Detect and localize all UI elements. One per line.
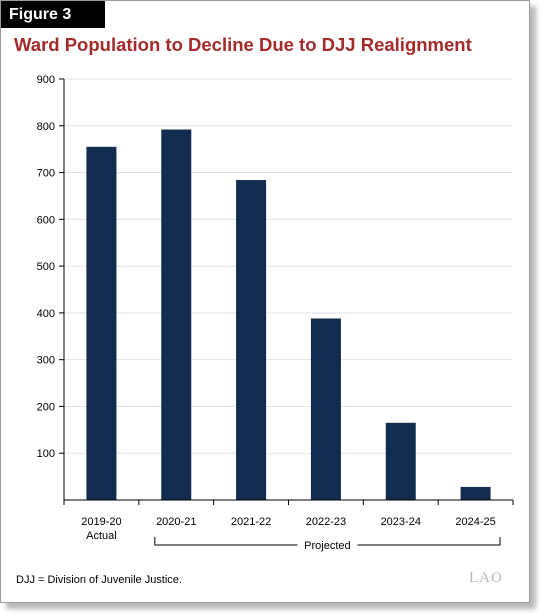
x-tick-label: 2020-21: [156, 516, 196, 528]
bar-2022-23: [310, 318, 341, 500]
bar-2023-24: [385, 422, 416, 500]
bar-2024-25: [460, 486, 491, 500]
x-tick-sublabel: Actual: [86, 530, 117, 542]
footnote: DJJ = Division of Juvenile Justice.: [16, 574, 182, 586]
y-tick-label: 800: [37, 121, 55, 133]
x-tick-label: 2022-23: [306, 516, 346, 528]
axes: [59, 78, 514, 546]
bar-2019-20: [86, 146, 117, 501]
x-tick-label: 2019-20: [81, 516, 121, 528]
grid-lines: [64, 78, 513, 454]
bar-chart: 100 200 300 400 500 600 700 800 900 2019-20 Actual…: [37, 74, 514, 552]
figure-label: Figure 3: [1, 1, 105, 28]
chart-title: Ward Population to Decline Due to DJJ Re…: [14, 34, 472, 55]
y-tick-label: 200: [37, 401, 55, 413]
axis-labels: 100 200 300 400 500 600 700 800 900 2019-20 Actual…: [37, 74, 496, 552]
y-tick-label: 400: [37, 308, 55, 320]
lao-logo: LAO: [469, 570, 503, 586]
bracket-label: Projected: [304, 540, 350, 552]
y-tick-label: 700: [37, 168, 55, 180]
bracket-right: [357, 537, 501, 546]
x-tick-label: 2023-24: [381, 516, 421, 528]
y-tick-label: 300: [37, 355, 55, 367]
y-tick-label: 500: [37, 261, 55, 273]
y-tick-label: 600: [37, 214, 55, 226]
x-tick-label: 2024-25: [455, 516, 495, 528]
bars: [86, 129, 491, 501]
figure-frame: Figure 3 Ward Population to Decline Due …: [0, 0, 530, 603]
bar-2021-22: [236, 180, 267, 501]
y-tick-label: 100: [37, 448, 55, 460]
x-tick-label: 2021-22: [231, 516, 271, 528]
bar-2020-21: [161, 129, 192, 500]
bracket-left: [154, 537, 298, 546]
y-tick-label: 900: [37, 74, 55, 86]
